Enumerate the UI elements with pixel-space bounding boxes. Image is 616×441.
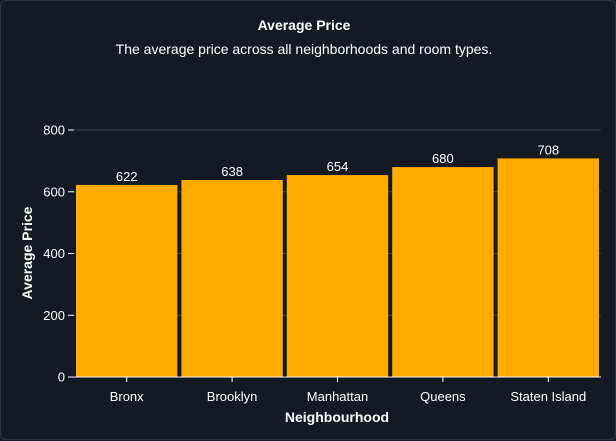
y-tick-label: 200 [43,308,65,323]
x-tick-label: Queens [420,389,466,404]
bar-value-label: 622 [116,169,138,184]
bar [286,175,389,377]
y-tick-label: 600 [43,184,65,199]
bars: 622 638 654 680 708 [76,142,599,377]
x-axis: Bronx Brooklyn Manhattan Queens Staten Islan… [74,376,601,404]
x-tick-label: Staten Island [510,389,586,404]
x-tick-label: Bronx [110,389,144,404]
y-tick-label: 0 [58,370,65,385]
bar-value-label: 654 [327,159,349,174]
bar-value-label: 680 [432,151,454,166]
bar [181,180,283,377]
x-tick-label: Brooklyn [207,389,258,404]
y-axis-title: Average Price [19,206,35,299]
x-axis-title: Neighbourhood [285,409,389,425]
x-tick-label: Manhattan [307,389,368,404]
bar [497,158,599,377]
y-tick-label: 800 [43,123,65,138]
bar [392,167,494,377]
bar-value-label: 638 [221,164,243,179]
chart-subtitle: The average price across all neighborhoo… [116,41,493,57]
bar [76,184,178,377]
y-tick-label: 400 [43,246,65,261]
y-axis: 0 200 400 600 800 [43,123,74,385]
chart-title: Average Price [258,17,351,33]
bar-value-label: 708 [537,142,559,157]
